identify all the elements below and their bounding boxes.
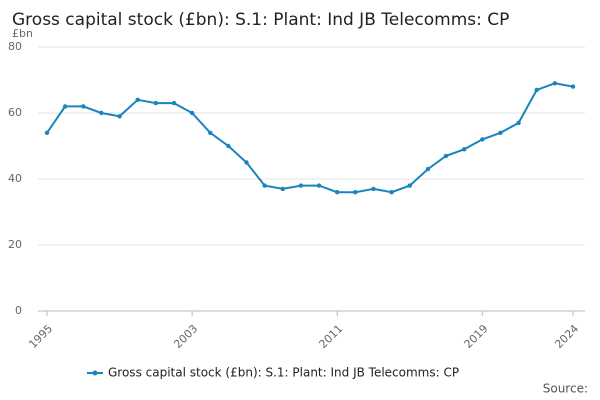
point bbox=[516, 120, 521, 126]
y-tick-label: 60 bbox=[8, 106, 22, 119]
line bbox=[46, 82, 574, 194]
x-tick-label: 1995 bbox=[26, 322, 55, 351]
legend-label: Gross capital stock (£bn): S.1: Plant: I… bbox=[108, 366, 459, 380]
legend-marker bbox=[92, 370, 98, 376]
point bbox=[117, 114, 122, 119]
y-tick-label: 20 bbox=[8, 238, 22, 251]
point bbox=[371, 186, 376, 192]
point bbox=[298, 183, 304, 188]
point bbox=[81, 104, 86, 109]
point bbox=[425, 166, 431, 172]
point bbox=[335, 190, 340, 195]
point bbox=[208, 130, 213, 135]
point bbox=[552, 81, 558, 86]
y-tick-label: 40 bbox=[8, 172, 22, 185]
point bbox=[443, 153, 449, 159]
point bbox=[316, 183, 322, 188]
point bbox=[244, 160, 249, 165]
point bbox=[498, 130, 503, 135]
point bbox=[570, 84, 576, 89]
point bbox=[153, 100, 159, 106]
y-tick-label: 80 bbox=[8, 40, 22, 53]
point bbox=[461, 147, 467, 152]
x-tick-label: 2011 bbox=[316, 322, 345, 351]
point bbox=[480, 137, 485, 142]
y-tick-label: 0 bbox=[15, 304, 22, 317]
x-tick-label: 2003 bbox=[171, 322, 200, 351]
point bbox=[171, 100, 177, 106]
x-tick-label: 2024 bbox=[552, 322, 581, 351]
point bbox=[99, 110, 104, 116]
point bbox=[534, 87, 539, 93]
point bbox=[280, 186, 285, 192]
x-tick-label: 2019 bbox=[462, 322, 491, 351]
y-axis-label: £bn bbox=[12, 27, 33, 40]
point bbox=[262, 183, 267, 188]
point bbox=[189, 110, 195, 116]
point bbox=[407, 183, 412, 188]
point bbox=[353, 190, 358, 195]
point bbox=[135, 97, 140, 103]
chart-title: Gross capital stock (£bn): S.1: Plant: I… bbox=[12, 10, 509, 30]
point bbox=[226, 143, 231, 149]
point bbox=[389, 190, 394, 195]
point bbox=[62, 104, 68, 109]
point bbox=[44, 130, 50, 135]
source: Source: bbox=[543, 382, 588, 396]
